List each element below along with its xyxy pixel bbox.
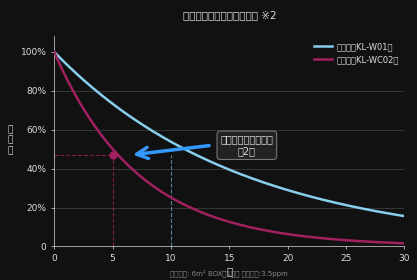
従来品（KL‐W01） — [339, 202, 344, 206]
新製品（KL‐WC02） — [220, 218, 225, 221]
新製品（KL‐WC02） — [52, 50, 57, 54]
Text: 測定条件: 6m² BOX（1畫） 初期濃度:3.5ppm: 測定条件: 6m² BOX（1畫） 初期濃度:3.5ppm — [171, 270, 288, 277]
従来品（KL‐W01） — [52, 50, 57, 54]
新製品（KL‐WC02） — [218, 218, 223, 221]
従来品（KL‐W01） — [394, 213, 399, 216]
新製品（KL‐WC02） — [260, 228, 265, 232]
Line: 新製品（KL‐WC02）: 新製品（KL‐WC02） — [54, 52, 404, 243]
従来品（KL‐W01） — [260, 180, 265, 184]
従来品（KL‐W01） — [220, 165, 225, 169]
Text: アセトアルデヒド除去性能 ※2: アセトアルデヒド除去性能 ※2 — [183, 10, 276, 20]
新製品（KL‐WC02） — [394, 241, 399, 245]
新製品（KL‐WC02） — [241, 224, 246, 227]
新製品（KL‐WC02） — [339, 238, 344, 242]
従来品（KL‐W01） — [402, 214, 407, 218]
X-axis label: 分: 分 — [226, 266, 232, 276]
Line: 従来品（KL‐W01）: 従来品（KL‐W01） — [54, 52, 404, 216]
従来品（KL‐W01） — [218, 164, 223, 168]
Text: 消
臭
率: 消 臭 率 — [8, 125, 13, 155]
新製品（KL‐WC02） — [402, 242, 407, 245]
従来品（KL‐W01） — [241, 174, 246, 177]
Legend: 従来品（KL‐W01）, 新製品（KL‐WC02）: 従来品（KL‐W01）, 新製品（KL‐WC02） — [312, 41, 400, 66]
Text: 臭気分解スピードが
約2倍: 臭気分解スピードが 約2倍 — [221, 134, 273, 156]
